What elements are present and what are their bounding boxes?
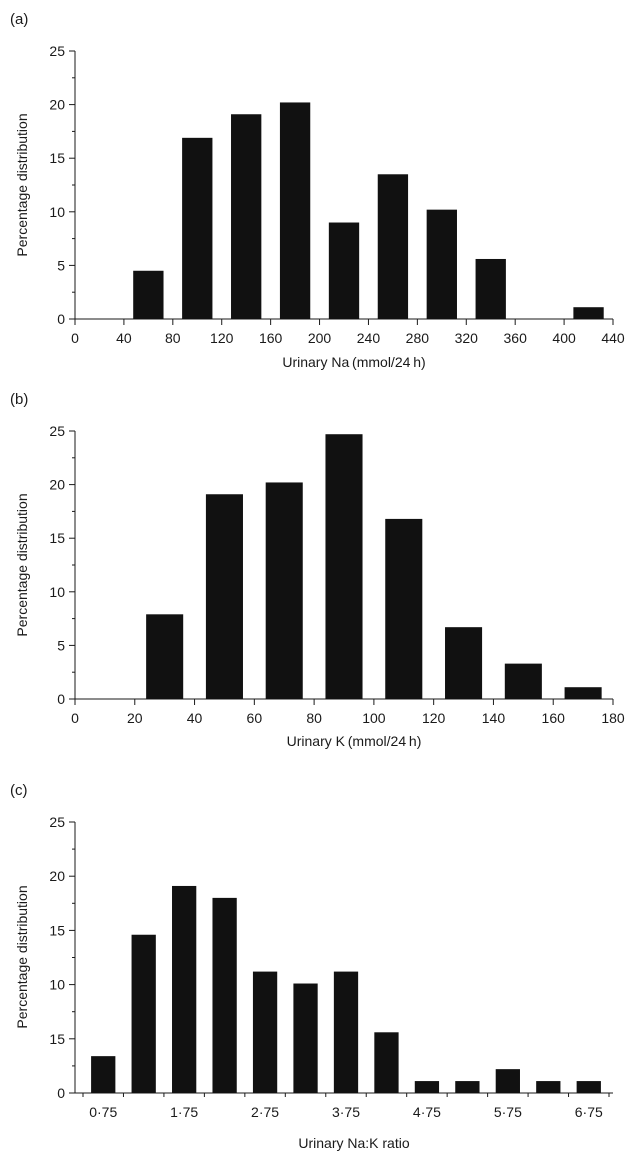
x-tick-label: 0·75 [89,1104,117,1120]
x-tick-label: 160 [259,330,283,346]
x-tick-label: 80 [165,330,181,346]
y-tick-label: 0 [57,311,65,327]
y-tick-label: 10 [49,204,65,220]
histogram-bar [536,1081,561,1093]
x-tick-label: 2·75 [251,1104,279,1120]
x-tick-label: 1·75 [170,1104,198,1120]
x-tick-label: 4·75 [413,1104,441,1120]
x-tick-label: 0 [71,710,79,726]
x-axis-title: Urinary K (mmol/24 h) [287,733,422,749]
y-tick-label: 25 [49,814,65,830]
histogram-bar [205,494,243,699]
x-tick-label: 140 [482,710,506,726]
y-tick-label: 10 [49,584,65,600]
histogram-bar [279,102,311,320]
panel-a-chart: (a) 0 5 10 15 20 25 Percentage distribution Urin… [10,11,625,370]
x-tick-label: 40 [187,710,203,726]
x-tick-label: 320 [455,330,479,346]
y-tick-label: 25 [49,423,65,439]
histogram-bar [131,934,156,1093]
y-tick-label: 25 [49,43,65,59]
y-axis-title: Percentage distribution [14,113,30,256]
histogram-bar [133,270,164,319]
x-axis-title: Urinary Na (mmol/24 h) [282,354,425,370]
x-tick-label: 80 [306,710,322,726]
histogram-bar [475,258,506,319]
y-tick-label: 15 [49,530,65,546]
x-tick-label: 200 [308,330,332,346]
x-tick-label: 6·75 [575,1104,603,1120]
x-tick-label: 40 [116,330,132,346]
y-tick-label: 20 [49,97,65,113]
x-axis-title: Urinary Na:K ratio [298,1135,409,1151]
y-tick-label: 10 [49,977,65,993]
histogram-bar [385,518,423,699]
x-tick-label: 280 [406,330,430,346]
x-tick-label: 100 [362,710,386,726]
y-axis-title: Percentage distribution [14,885,30,1028]
y-tick-label: 15 [49,150,65,166]
histogram-bar [265,482,303,699]
panel-label: (c) [10,782,28,799]
histogram-bar [172,885,197,1093]
y-tick-label: 15 [49,922,65,938]
x-tick-label: 60 [247,710,263,726]
y-tick-label: 0 [57,1085,65,1101]
y-axis-title: Percentage distribution [14,493,30,636]
x-tick-label: 440 [601,330,625,346]
histogram-bar [91,1056,116,1093]
histogram-bar [414,1081,440,1093]
histogram-bar [455,1081,480,1093]
histogram-bar [445,627,483,699]
histogram-bar [293,983,318,1093]
histogram-bar [495,1069,520,1093]
histogram-bar [182,137,213,319]
x-tick-label: 20 [127,710,143,726]
y-tick-label: 15 [49,1031,65,1047]
histogram-bar [573,307,604,319]
histogram-bar [564,687,602,699]
histogram-bar [325,434,363,699]
histogram-bar [252,971,278,1093]
x-tick-label: 120 [422,710,446,726]
histogram-bar [333,971,359,1093]
y-tick-label: 20 [49,868,65,884]
x-tick-label: 120 [210,330,234,346]
histogram-bar [212,897,237,1093]
histogram-bar [504,663,542,699]
histogram-bar [231,114,262,319]
panel-label: (b) [10,391,28,408]
histogram-bar [377,174,409,319]
x-tick-label: 0 [71,330,79,346]
x-tick-label: 5·75 [494,1104,522,1120]
y-tick-label: 0 [57,691,65,707]
x-tick-label: 240 [357,330,381,346]
histogram-bar [426,209,457,319]
x-tick-label: 160 [542,710,566,726]
y-tick-label: 5 [57,257,65,273]
y-tick-label: 5 [57,637,65,653]
histogram-bar [374,1032,399,1093]
panel-c-chart: (c) 0 15 10 15 20 25 Percentage distribution Uri… [10,782,613,1151]
panel-label: (a) [10,11,28,28]
histogram-bar [328,222,360,319]
histogram-bar [146,614,184,699]
x-tick-label: 400 [552,330,576,346]
x-tick-label: 180 [601,710,625,726]
x-tick-label: 360 [504,330,528,346]
histogram-bar [576,1081,601,1093]
y-tick-label: 20 [49,477,65,493]
panel-b-chart: (b) 0 5 10 15 20 25 Percentage distribution Urin… [10,391,625,749]
x-tick-label: 3·75 [332,1104,360,1120]
